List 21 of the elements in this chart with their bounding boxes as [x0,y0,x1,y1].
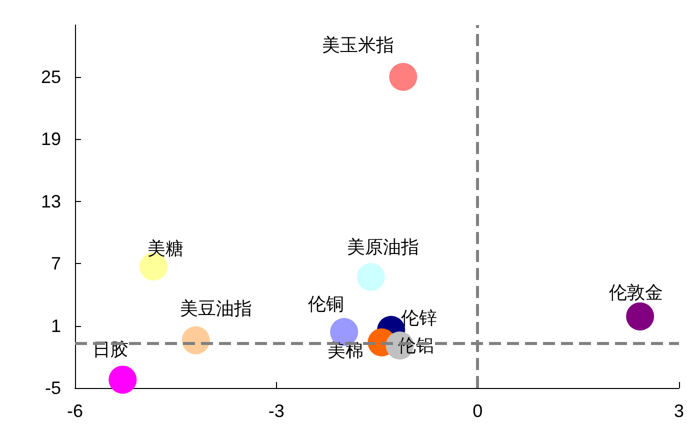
x-tick-label: -6 [66,401,84,421]
series-label: 伦锌 [401,308,438,328]
y-tick-label: 13 [40,191,61,212]
point [389,62,418,91]
series-label: 美豆油指 [180,298,252,318]
series-label: 美原油指 [346,237,419,258]
x-tick-label: -3 [268,401,284,421]
y-tick-label: 1 [50,316,61,336]
point [356,263,385,292]
series-label: 美糖 [148,238,184,259]
point [626,302,654,330]
y-tick-label: 19 [40,129,61,150]
series-label: 伦敦金 [609,282,664,302]
y-tick-label: 25 [40,66,61,87]
point [108,366,137,394]
y-tick-label: -5 [44,378,61,398]
x-tick-label: 0 [472,401,483,421]
series-label: 伦铜 [308,294,344,314]
x-tick-label: 3 [674,401,684,421]
series-label: 美玉米指 [322,34,394,55]
y-tick-label: 7 [50,254,61,274]
